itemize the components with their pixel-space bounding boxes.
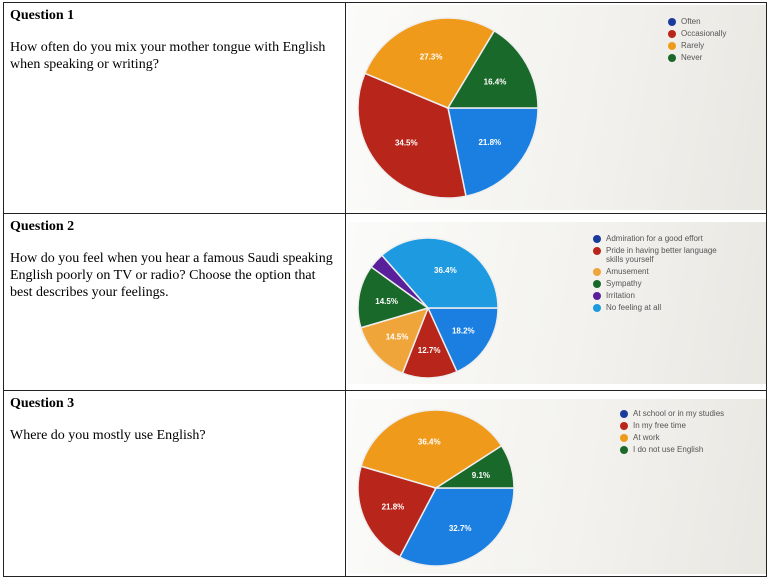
legend-dot-icon xyxy=(668,54,676,62)
question-title: Question 1 xyxy=(10,8,75,23)
question-title: Question 3 xyxy=(10,396,75,411)
legend-label: At school or in my studies xyxy=(633,409,725,418)
legend-dot-icon xyxy=(593,247,601,255)
data-label: 14.5% xyxy=(386,332,409,341)
pie-svg: 18.2% 12.7% 14.5% 14.5% 36.4% xyxy=(357,237,499,379)
legend-item: Often xyxy=(668,17,766,26)
question-title: Question 2 xyxy=(10,219,75,234)
legend-label: In my free time xyxy=(633,421,686,430)
legend-item: I do not use English xyxy=(620,445,766,454)
question-cell: Question 2 How do you feel when you hear… xyxy=(3,213,346,391)
chart-cell: 32.7% 21.8% 36.4% 9.1% At school or in my st… xyxy=(345,390,767,577)
legend-label: Amusement xyxy=(606,267,649,276)
pie-svg: 21.8% 34.5% 27.3% 16.4% xyxy=(357,17,539,199)
question-text: Where do you mostly use English? xyxy=(10,428,206,443)
pie-slice-i-do-not-use-english xyxy=(433,444,515,489)
legend-dot-icon xyxy=(593,235,601,243)
legend-item: At school or in my studies xyxy=(620,409,766,418)
legend-item: Rarely xyxy=(668,41,766,50)
question-cell: Question 3 Where do you mostly use Engli… xyxy=(3,390,346,577)
legend-dot-icon xyxy=(668,30,676,38)
legend-dot-icon xyxy=(593,268,601,276)
question-text: How do you feel when you hear a famous S… xyxy=(10,251,333,300)
pie-svg: 32.7% 21.8% 36.4% 9.1% xyxy=(357,409,515,567)
question-cell: Question 1 How often do you mix your mot… xyxy=(3,2,346,214)
pie-slice-rarely xyxy=(363,17,496,109)
legend-item: Amusement xyxy=(593,267,733,276)
legend-item: In my free time xyxy=(620,421,766,430)
legend-dot-icon xyxy=(620,446,628,454)
pie-slice-in-my-free-time xyxy=(357,465,438,559)
legend: Often Occasionally Rarely Never xyxy=(668,17,766,65)
data-label: 14.5% xyxy=(375,297,398,306)
pie-slice-never xyxy=(446,29,539,109)
data-label: 9.1% xyxy=(472,471,490,480)
data-label: 21.8% xyxy=(382,502,405,511)
legend-label: Often xyxy=(681,17,701,26)
legend: Admiration for a good effort Pride in hav… xyxy=(593,234,733,315)
pie-slice-at-school-or-in-my-studies xyxy=(398,487,515,567)
legend-label: Admiration for a good effort xyxy=(606,234,703,243)
question-text: How often do you mix your mother tongue … xyxy=(10,40,326,72)
pie-slice-at-work xyxy=(360,409,503,489)
data-label: 36.4% xyxy=(418,438,441,447)
legend-label: Pride in having better language skills y… xyxy=(606,246,717,264)
pie-chart-question-1: 21.8% 34.5% 27.3% 16.4% Often Occasionally Rar… xyxy=(348,5,766,210)
data-label: 16.4% xyxy=(484,77,507,86)
legend-label: I do not use English xyxy=(633,445,704,454)
data-label: 32.7% xyxy=(449,524,472,533)
data-label: 12.7% xyxy=(418,346,441,355)
legend-label: Occasionally xyxy=(681,29,727,38)
data-label: 36.4% xyxy=(434,266,457,275)
legend-dot-icon xyxy=(620,422,628,430)
legend-item: Pride in having better language skills y… xyxy=(593,246,733,264)
data-label: 18.2% xyxy=(452,327,475,336)
legend-dot-icon xyxy=(593,280,601,288)
legend-dot-icon xyxy=(620,434,628,442)
legend-item: Sympathy xyxy=(593,279,733,288)
data-label: 21.8% xyxy=(478,138,501,147)
legend: At school or in my studies In my free tim… xyxy=(620,409,766,457)
pie-slice-sympathy xyxy=(357,265,430,329)
legend-item: At work xyxy=(620,433,766,442)
legend-dot-icon xyxy=(668,18,676,26)
chart-cell: 21.8% 34.5% 27.3% 16.4% Often Occasionally Rar… xyxy=(345,2,767,214)
legend-label: Never xyxy=(681,53,703,62)
pie-slice-admiration-for-a-good-effort xyxy=(426,307,499,373)
legend-label: Rarely xyxy=(681,41,705,50)
legend-dot-icon xyxy=(593,304,601,312)
legend-label: At work xyxy=(633,433,660,442)
pie-slice-pride-in-having-better-language-skills-yourself xyxy=(401,306,458,379)
legend-item: No feeling at all xyxy=(593,303,733,312)
legend-dot-icon xyxy=(620,410,628,418)
legend-label: No feeling at all xyxy=(606,303,662,312)
legend-dot-icon xyxy=(593,292,601,300)
pie-chart-question-2: 18.2% 12.7% 14.5% 14.5% 36.4% Admiration for … xyxy=(348,222,766,384)
pie-chart-question-3: 32.7% 21.8% 36.4% 9.1% At school or in my st… xyxy=(348,399,766,574)
pie-slice-amusement xyxy=(359,306,430,375)
legend-item: Irritation xyxy=(593,291,733,300)
legend-label: Irritation xyxy=(606,291,635,300)
chart-cell: 18.2% 12.7% 14.5% 14.5% 36.4% Admiration for … xyxy=(345,213,767,391)
pie-slice-no-feeling-at-all xyxy=(380,237,499,309)
data-label: 34.5% xyxy=(395,138,418,147)
legend-item: Admiration for a good effort xyxy=(593,234,733,243)
survey-table: Question 1 How often do you mix your mot… xyxy=(3,2,767,577)
legend-dot-icon xyxy=(668,42,676,50)
legend-label: Sympathy xyxy=(606,279,642,288)
data-label: 27.3% xyxy=(420,53,443,62)
legend-item: Never xyxy=(668,53,766,62)
legend-item: Occasionally xyxy=(668,29,766,38)
pie-slice-often xyxy=(447,107,539,198)
